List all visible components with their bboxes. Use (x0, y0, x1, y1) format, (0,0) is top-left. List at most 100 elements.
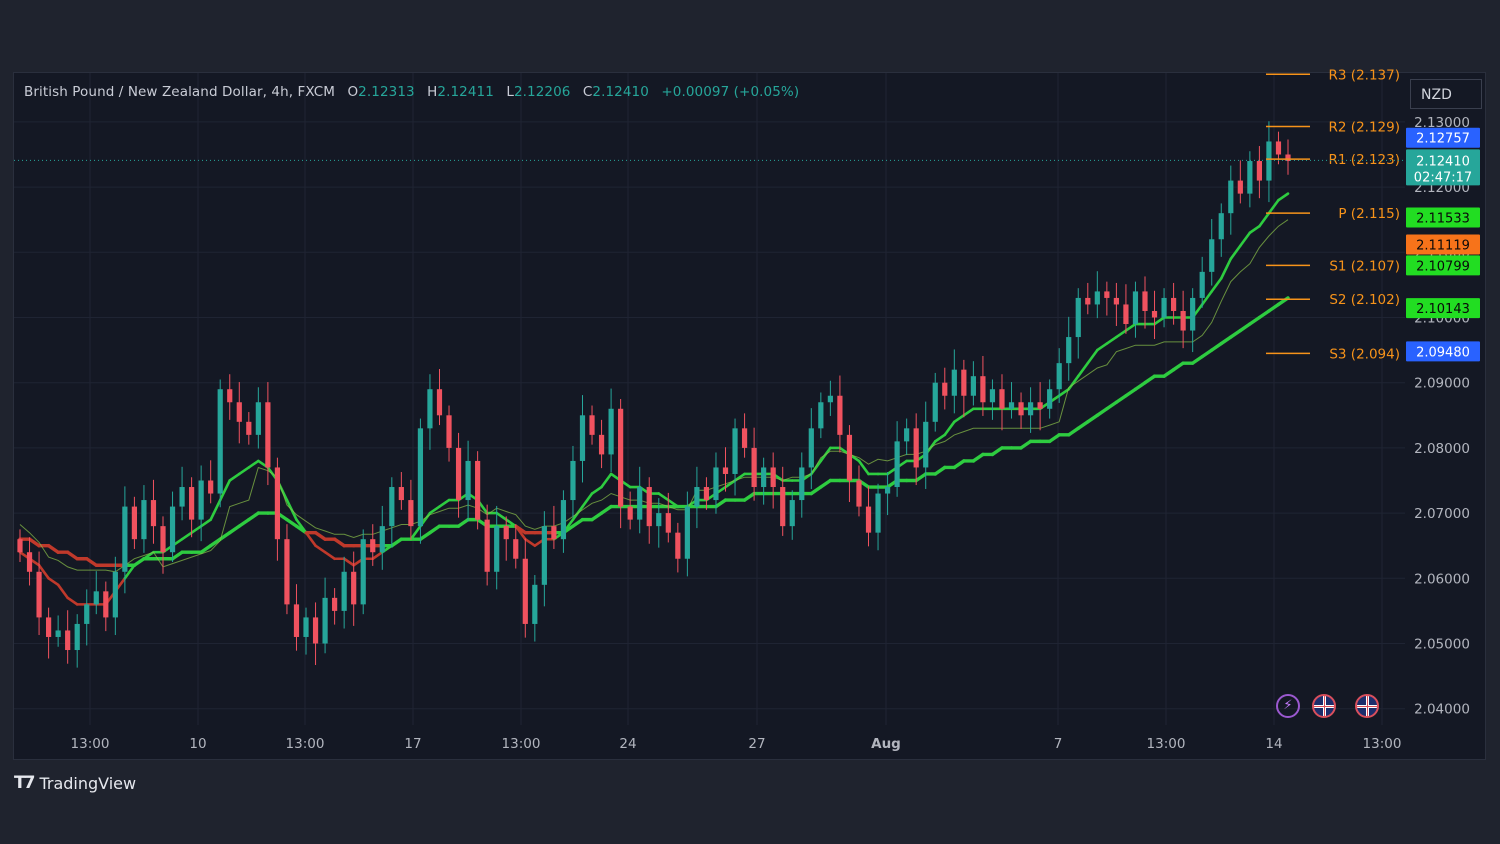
candle-body (856, 480, 862, 507)
candle-body (1123, 304, 1129, 325)
candle-body (1237, 180, 1243, 194)
x-tick-label: 10 (189, 736, 206, 752)
candle-body (484, 519, 490, 572)
ema-fast-segment (933, 433, 947, 443)
candle-body (1161, 297, 1167, 318)
ema-slow-segment (1047, 433, 1061, 444)
candle-body (1218, 213, 1224, 240)
candle-body (189, 487, 195, 520)
candle-body (389, 487, 395, 527)
price-tag (1406, 127, 1480, 148)
candle-body (999, 389, 1005, 409)
symbol-title[interactable]: British Pound / New Zealand Dollar, 4h, … (24, 84, 336, 100)
ema-slow-segment (1200, 348, 1214, 359)
candle-body (360, 539, 366, 605)
x-tick-label: 13:00 (1363, 736, 1402, 752)
ema-slow-segment (571, 517, 585, 528)
ema-slow-segment (228, 524, 241, 535)
x-tick-label: 13:00 (1147, 736, 1186, 752)
candle-body (150, 500, 157, 527)
y-tick-label: 2.08000 (1414, 441, 1470, 457)
candle-body (1180, 310, 1186, 331)
candle-body (837, 395, 843, 435)
low-label: L (506, 84, 514, 100)
ema-slow-segment (313, 530, 327, 541)
candle-body (1008, 402, 1015, 409)
ema-fast-segment (600, 472, 613, 489)
candle-body (827, 395, 833, 403)
close-value: 2.12410 (592, 84, 649, 100)
open-value: 2.12313 (358, 84, 415, 100)
ema-fast-segment (342, 557, 355, 567)
ema-fast-segment (247, 459, 260, 469)
candle-body (227, 389, 233, 403)
ema-slow-segment (1210, 341, 1223, 352)
uk-flag-icon[interactable] (1312, 694, 1336, 718)
candle-body (198, 480, 204, 520)
candle-body (646, 487, 652, 527)
x-tick-label: 17 (404, 736, 421, 752)
lightning-icon[interactable]: ⚡ (1276, 694, 1300, 718)
ema-slow-segment (819, 478, 833, 489)
candle-body (818, 402, 824, 429)
ema-slow-segment (590, 511, 604, 522)
candle-body (1132, 291, 1139, 325)
candle-body (1075, 297, 1081, 338)
tradingview-logo[interactable]: T7 TradingView (14, 773, 136, 793)
ema-thin-line (19, 219, 1289, 573)
price-tag (1406, 255, 1480, 276)
ema-slow-segment (714, 498, 728, 509)
candle-body (1228, 180, 1234, 214)
ema-fast-segment (1267, 198, 1280, 215)
candle-body (465, 460, 471, 501)
ema-slow-segment (809, 485, 823, 496)
ema-fast-segment (1153, 316, 1166, 326)
candle-body (169, 506, 176, 553)
ema-fast-segment (66, 596, 79, 606)
pivot-label: S3 (2.094) (1329, 346, 1400, 362)
y-tick-label: 2.04000 (1414, 702, 1470, 718)
ema-slow-segment (1248, 315, 1262, 326)
ema-slow-segment (418, 530, 432, 541)
ema-slow-segment (1067, 426, 1080, 437)
change-value: +0.00097 (+0.05%) (661, 84, 800, 100)
tradingview-mark-icon: T7 (14, 773, 35, 793)
currency-selector[interactable]: NZD (1410, 79, 1482, 109)
candle-body (351, 571, 357, 605)
candle-body (675, 532, 681, 559)
pivot-label: P (2.115) (1338, 206, 1400, 222)
candle-body (970, 376, 976, 396)
ema-fast-segment (857, 459, 870, 476)
x-tick-label: 14 (1265, 736, 1282, 752)
ema-fast-segment (523, 537, 537, 548)
uk-flag-icon[interactable] (1355, 694, 1379, 718)
ema-fast-segment (371, 550, 384, 561)
candle-body (455, 447, 462, 501)
ema-fast-segment (1229, 244, 1242, 261)
candle-body (208, 480, 214, 494)
ema-slow-segment (247, 511, 261, 522)
candle-body (1170, 297, 1177, 311)
candle-body (1056, 363, 1062, 390)
ema-fast-segment (962, 407, 975, 417)
candle-body (627, 506, 633, 520)
pivot-label: R1 (2.123) (1329, 152, 1400, 168)
candle-body (341, 571, 347, 611)
candle-body (694, 487, 700, 507)
price-tag (1406, 298, 1480, 319)
x-tick-label: 27 (748, 736, 765, 752)
candle-body (65, 630, 71, 651)
candle-body (179, 487, 185, 507)
ema-slow-segment (1171, 361, 1185, 372)
candle-body (751, 447, 757, 488)
ema-fast-segment (1115, 329, 1128, 339)
price-tag (1406, 149, 1480, 186)
countdown-label: 02:47:17 (1414, 170, 1472, 185)
x-tick-label: Aug (871, 736, 901, 752)
candle-body (1047, 389, 1053, 409)
candle-body (446, 415, 452, 448)
ema-fast-segment (1210, 277, 1223, 293)
ema-slow-segment (1124, 387, 1138, 398)
ema-fast-segment (228, 472, 241, 482)
